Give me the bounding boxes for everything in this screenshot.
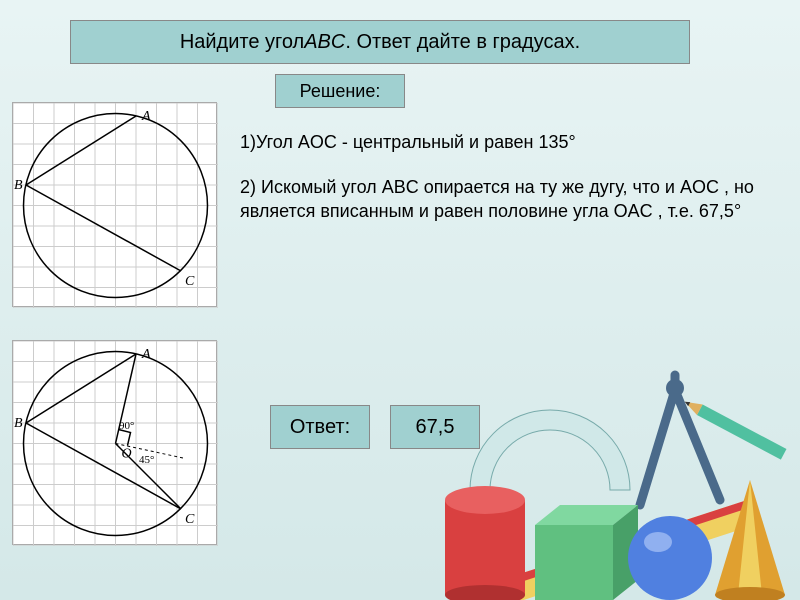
title-bar: Найдите угол ABC . Ответ дайте в градуса…: [70, 20, 690, 64]
diagram-2: A B C O 90° 45°: [12, 340, 217, 545]
step-1-text: 1)Угол AOC - центральный и равен 135°: [240, 130, 770, 154]
svg-text:B: B: [14, 416, 23, 431]
svg-text:B: B: [14, 178, 23, 193]
title-prefix: Найдите угол: [180, 31, 304, 54]
svg-text:C: C: [185, 274, 195, 289]
step-2-text: 2) Искомый угол ABC опирается на ту же д…: [240, 175, 770, 224]
svg-text:90°: 90°: [119, 420, 134, 432]
svg-text:A: A: [141, 347, 151, 362]
solution-label: Решение:: [275, 74, 405, 108]
diagram-1: A B C: [12, 102, 217, 307]
svg-text:A: A: [141, 109, 151, 124]
svg-text:C: C: [185, 512, 195, 527]
svg-text:45°: 45°: [139, 454, 154, 466]
title-italic: ABC: [304, 31, 345, 54]
answer-label: Ответ:: [270, 405, 370, 449]
title-suffix: . Ответ дайте в градусах.: [345, 31, 580, 54]
decoration-shapes: [440, 370, 800, 600]
svg-text:O: O: [122, 447, 132, 462]
